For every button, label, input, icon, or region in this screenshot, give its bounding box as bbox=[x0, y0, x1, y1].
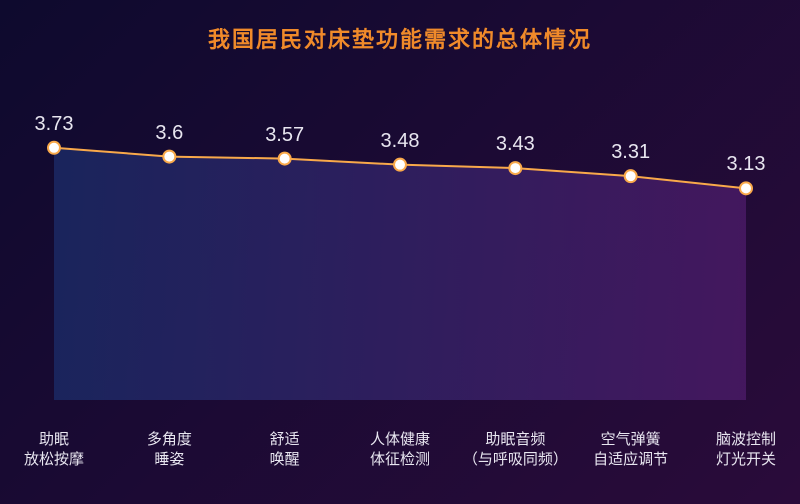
x-axis-category-label: 脑波控制 灯光开关 bbox=[686, 430, 800, 471]
data-point-value: 3.48 bbox=[381, 130, 420, 153]
x-axis-category-label: 助眠 放松按摩 bbox=[0, 430, 114, 471]
chart-title: 我国居民对床垫功能需求的总体情况 bbox=[0, 22, 800, 54]
data-point-value: 3.31 bbox=[611, 141, 650, 164]
data-point-marker bbox=[509, 162, 521, 174]
chart-plot-area: 3.73 助眠 放松按摩 3.6 多角度 睡姿 3.57 舒适 唤醒 3.48 人体健康 体征… bbox=[0, 80, 800, 504]
data-point-marker bbox=[279, 153, 291, 165]
data-point-marker bbox=[625, 170, 637, 182]
x-axis-category-label: 舒适 唤醒 bbox=[225, 430, 345, 471]
data-point-marker bbox=[48, 142, 60, 154]
data-point-value: 3.6 bbox=[155, 122, 183, 145]
area-fill bbox=[54, 148, 746, 400]
x-axis-category-label: 助眠音频 （与呼吸同频） bbox=[455, 430, 575, 471]
data-point-value: 3.43 bbox=[496, 133, 535, 156]
data-point-value: 3.73 bbox=[35, 113, 74, 136]
data-point-marker bbox=[163, 151, 175, 163]
x-axis-category-label: 空气弹簧 自适应调节 bbox=[571, 430, 691, 471]
x-axis-category-label: 多角度 睡姿 bbox=[109, 430, 229, 471]
x-axis-category-label: 人体健康 体征检测 bbox=[340, 430, 460, 471]
data-point-value: 3.13 bbox=[727, 153, 766, 176]
data-point-value: 3.57 bbox=[265, 124, 304, 147]
data-point-marker bbox=[740, 182, 752, 194]
data-point-marker bbox=[394, 159, 406, 171]
